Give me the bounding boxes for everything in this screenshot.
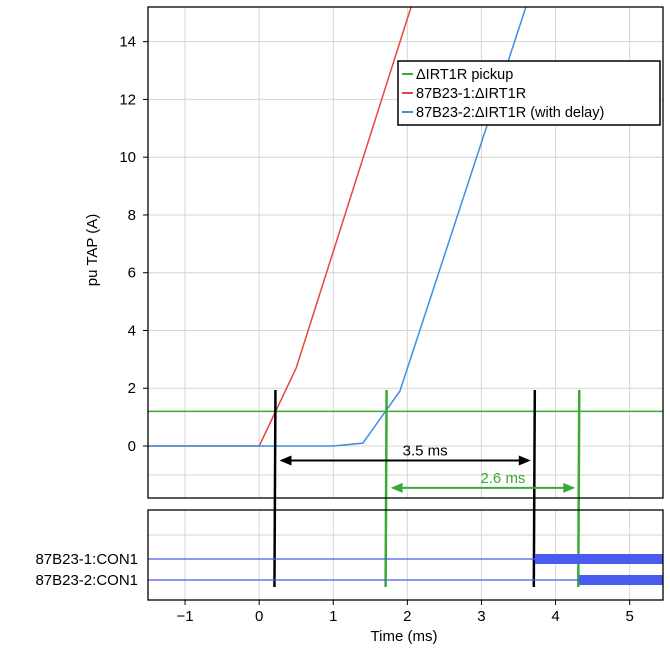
digital-channels: 87B23-1:CON1 87B23-2:CON1	[35, 551, 663, 589]
legend-label-2: 87B23-2:ΔIRT1R (with delay)	[416, 105, 604, 121]
annotation-label-1: 2.6 ms	[480, 470, 525, 487]
legend-label-1: 87B23-1:ΔIRT1R	[416, 86, 526, 102]
x-tick-label: 2	[403, 608, 411, 625]
digital-channel-bar-1	[579, 575, 663, 585]
x-tick-label: 3	[477, 608, 485, 625]
x-tick-label: 0	[255, 608, 263, 625]
x-tick-label: 4	[551, 608, 559, 625]
y-tick-label: 4	[128, 322, 136, 339]
digital-channel-label-1: 87B23-2:CON1	[35, 572, 138, 589]
y-axis-title: pu TAP (A)	[84, 214, 101, 287]
analog-plot-frame	[147, 6, 664, 499]
annotation-label-0: 3.5 ms	[403, 442, 448, 459]
y-tick-label: 6	[128, 265, 136, 282]
series-line-2	[148, 6, 527, 447]
marker-line-1	[384, 389, 388, 588]
plot-frames	[147, 6, 664, 601]
annotation-arrowhead-left-0	[279, 455, 292, 466]
legend-label-0: ΔIRT1R pickup	[416, 67, 513, 83]
y-tick-label: 14	[119, 34, 136, 51]
x-tick-label: −1	[176, 608, 193, 625]
annotation-arrowhead-left-1	[390, 482, 403, 493]
digital-channel-label-0: 87B23-1:CON1	[35, 551, 138, 568]
x-tick-label: 5	[625, 608, 633, 625]
annotation-arrowhead-right-1	[563, 482, 576, 493]
y-tick-label: 10	[119, 149, 136, 166]
x-axis-title: Time (ms)	[371, 628, 438, 645]
marker-line-0	[273, 389, 277, 588]
annotations: 3.5 ms 2.6 ms	[279, 442, 576, 493]
y-tick-label: 12	[119, 91, 136, 108]
y-tick-label: 0	[128, 438, 136, 455]
legend: ΔIRT1R pickup 87B23-1:ΔIRT1R 87B23-2:ΔIRT1…	[397, 60, 661, 126]
y-tick-label: 2	[128, 380, 136, 397]
digital-plot-frame	[147, 509, 664, 601]
legend-box	[397, 60, 661, 126]
x-tick-label: 1	[329, 608, 337, 625]
digital-channel-bar-0	[534, 554, 663, 564]
annotation-arrowhead-right-0	[518, 455, 531, 466]
y-tick-label: 8	[128, 207, 136, 224]
